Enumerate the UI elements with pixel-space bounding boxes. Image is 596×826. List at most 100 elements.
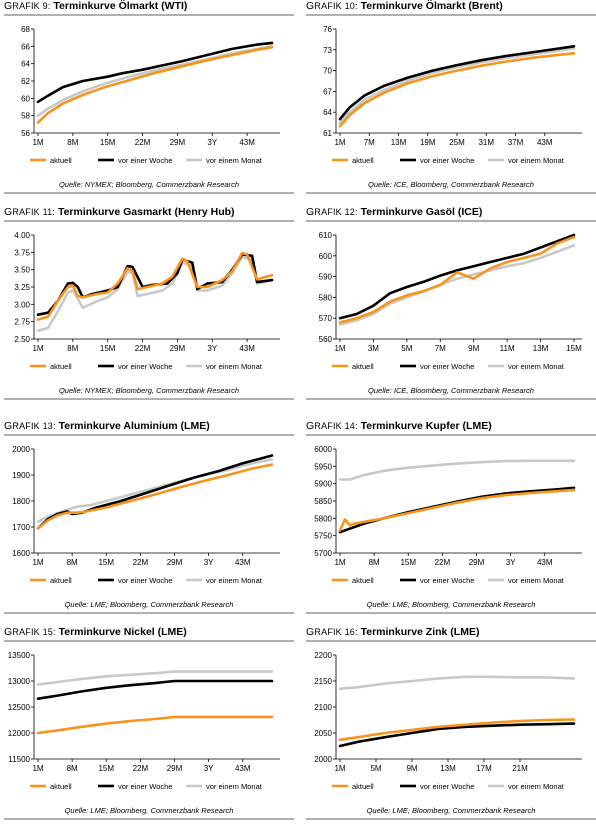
chart-title: GRAFIK 14: Terminkurve Kupfer (LME): [306, 420, 492, 432]
chart-title-text: Terminkurve Ölmarkt (WTI): [50, 0, 188, 12]
chart-svg: 2.50 2.75 3.00 3.25 3.50 3.75 4.00 1M 8M 15M 22M 29…: [14, 231, 280, 371]
x-tick-label: 43M: [235, 764, 251, 773]
chart-panel-g13: GRAFIK 13: Terminkurve Aluminium (LME) 16…: [4, 420, 294, 620]
bottom-rule: [4, 818, 294, 820]
title-rule: [4, 220, 294, 222]
x-tick-label: 8M: [67, 764, 78, 773]
legend-label: aktuell: [352, 576, 374, 585]
x-tick-label: 9M: [468, 344, 479, 353]
chart-title: GRAFIK 12: Terminkurve Gasöl (ICE): [306, 206, 482, 218]
chart-svg: 5700 5750 5800 5850 5900 5950 6000 1M 8M 15M 22M 29…: [314, 445, 582, 585]
y-tick-label: 76: [323, 25, 332, 34]
y-tick-label: 6000: [314, 445, 332, 454]
legend-label: aktuell: [352, 782, 374, 791]
x-tick-label: 3Y: [204, 558, 214, 567]
chart-source: Quelle: ICE, Bloomberg, Commerzbank Rese…: [368, 386, 534, 395]
chart-svg: 560 570 580 590 600 610 1M 3M 5M 7M 9M 11M 13M 15M akt…: [319, 231, 582, 371]
y-tick-label: 73: [323, 46, 332, 55]
y-tick-label: 60: [21, 94, 30, 103]
x-tick-label: 22M: [135, 344, 151, 353]
y-tick-label: 12000: [8, 729, 31, 738]
chart-source: Quelle: LME; Bloomberg, Commerzbank Rese…: [366, 806, 536, 815]
x-tick-label: 29M: [167, 558, 183, 567]
x-tick-label: 1M: [334, 138, 345, 147]
y-tick-label: 580: [319, 293, 333, 302]
legend-label: aktuell: [50, 156, 72, 165]
y-tick-label: 5750: [314, 532, 332, 541]
x-tick-label: 13M: [533, 344, 549, 353]
legend-label: aktuell: [50, 362, 72, 371]
series-line-aktuell: [338, 235, 576, 324]
y-tick-label: 64: [323, 108, 332, 117]
title-rule: [4, 640, 294, 642]
x-tick-label: 43M: [239, 138, 255, 147]
x-tick-label: 9M: [406, 764, 417, 773]
x-tick-label: 3Y: [204, 764, 214, 773]
x-tick-label: 15M: [100, 138, 116, 147]
chart-panel-g14: GRAFIK 14: Terminkurve Kupfer (LME) 5700 5…: [306, 420, 596, 620]
y-tick-label: 1900: [12, 471, 30, 480]
x-tick-label: 15M: [100, 344, 116, 353]
x-tick-label: 7M: [435, 344, 446, 353]
y-tick-label: 2150: [314, 677, 332, 686]
legend-label: vor einem Monat: [508, 782, 565, 791]
chart-title: GRAFIK 16: Terminkurve Zink (LME): [306, 626, 479, 638]
y-tick-label: 12500: [8, 703, 31, 712]
series-line-aktuell: [338, 52, 576, 128]
bottom-rule: [306, 612, 596, 614]
chart-title-text: Terminkurve Zink (LME): [357, 626, 480, 638]
x-tick-label: 43M: [235, 558, 251, 567]
x-tick-label: 3Y: [207, 138, 217, 147]
chart-page: GRAFIK 9: Terminkurve Ölmarkt (WTI) 56 58 6…: [4, 0, 596, 820]
chart-svg: 1600 1700 1800 1900 2000 1M 8M 15M 22M 29M 3Y 43M ak…: [12, 445, 280, 585]
legend-label: vor einem Monat: [508, 156, 565, 165]
x-tick-label: 43M: [239, 344, 255, 353]
chart-title-prefix: GRAFIK 12:: [306, 206, 358, 218]
chart-source: Quelle: ICE, Bloomberg, Commerzbank Rese…: [368, 180, 534, 189]
title-rule: [306, 434, 596, 436]
y-tick-label: 610: [319, 231, 333, 240]
legend-label: aktuell: [352, 362, 374, 371]
x-tick-label: 1M: [32, 344, 43, 353]
chart-title-prefix: GRAFIK 16:: [306, 626, 358, 638]
x-tick-label: 15M: [98, 558, 114, 567]
series-line-aktuell: [36, 45, 274, 124]
y-tick-label: 5700: [314, 549, 332, 558]
y-tick-label: 5900: [314, 480, 332, 489]
y-tick-label: 62: [21, 77, 30, 86]
legend-label: vor einer Woche: [420, 576, 474, 585]
x-tick-label: 29M: [170, 138, 186, 147]
chart-title-text: Terminkurve Gasmarkt (Henry Hub): [55, 206, 235, 218]
title-rule: [4, 434, 294, 436]
x-tick-label: 1M: [32, 764, 43, 773]
chart-title: GRAFIK 11: Terminkurve Gasmarkt (Henry H…: [4, 206, 235, 218]
series-line-woche: [36, 41, 274, 104]
chart-title-prefix: GRAFIK 14:: [306, 420, 358, 432]
y-tick-label: 570: [319, 314, 333, 323]
x-tick-label: 3Y: [506, 558, 516, 567]
legend-label: vor einer Woche: [420, 362, 474, 371]
chart-svg: 11500 12000 12500 13000 13500 1M 8M 15M 22M 29M 3Y…: [8, 651, 280, 791]
y-tick-label: 11500: [8, 755, 30, 764]
series-line-woche: [338, 486, 576, 534]
bottom-rule: [4, 192, 294, 194]
series-line-woche: [338, 233, 576, 320]
x-tick-label: 1M: [334, 558, 345, 567]
series-line-aktuell: [36, 251, 274, 321]
legend-label: vor einer Woche: [420, 156, 474, 165]
x-tick-label: 1M: [32, 558, 43, 567]
x-tick-label: 29M: [167, 764, 183, 773]
y-tick-label: 1800: [12, 497, 30, 506]
y-tick-label: 61: [323, 129, 332, 138]
x-tick-label: 31M: [478, 138, 494, 147]
x-tick-label: 7M: [364, 138, 375, 147]
series-line-monat: [36, 670, 274, 686]
legend-label: vor einem Monat: [508, 362, 565, 371]
chart-title-text: Terminkurve Nickel (LME): [55, 626, 187, 638]
title-rule: [4, 14, 294, 16]
title-rule: [306, 220, 596, 222]
chart-source: Quelle: LME; Bloomberg, Commerzbank Rese…: [366, 600, 536, 609]
y-tick-label: 70: [323, 67, 332, 76]
chart-panel-g11: GRAFIK 11: Terminkurve Gasmarkt (Henry H…: [4, 206, 294, 406]
y-tick-label: 590: [319, 273, 333, 282]
